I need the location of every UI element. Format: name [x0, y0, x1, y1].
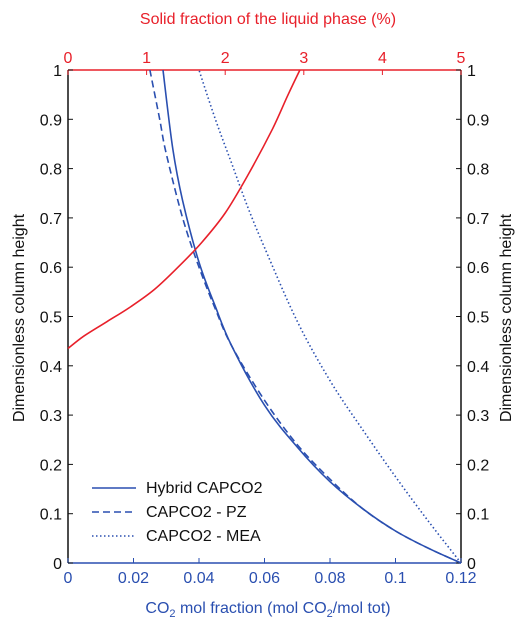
series-line-capco2-mea [198, 69, 462, 564]
bottom-tick-label: 0 [64, 570, 73, 587]
bottom-tick-label: 0.1 [384, 570, 406, 587]
legend: Hybrid CAPCO2 CAPCO2 - PZ CAPCO2 - MEA [92, 480, 263, 545]
left-tick-label: 1 [53, 63, 62, 80]
right-tick-label: 0.7 [467, 211, 489, 228]
top-tick-label: 3 [299, 50, 308, 67]
legend-label: Hybrid CAPCO2 [146, 480, 263, 497]
top-axis-ticks: 0 1 2 3 4 5 [64, 50, 466, 75]
left-tick-label: 0.9 [40, 112, 62, 129]
series-line-capco2-pz [149, 69, 462, 564]
left-tick-label: 0.4 [40, 359, 62, 376]
top-tick-label: 2 [221, 50, 230, 67]
bottom-tick-label: 0.06 [249, 570, 280, 587]
bottom-axis-title-subscript-0: 2 [169, 608, 175, 620]
right-tick-label: 0.9 [467, 112, 489, 129]
bottom-tick-label: 0.04 [183, 570, 214, 587]
bottom-axis-title: CO2 mol fraction (mol CO2/mol tot) [145, 600, 390, 620]
left-axis-ticks: 0 0.1 0.2 0.3 0.4 0.5 0.6 0.7 0.8 0.9 1 [40, 63, 73, 573]
top-axis-title: Solid fraction of the liquid phase (%) [140, 11, 396, 28]
left-tick-label: 0.6 [40, 260, 62, 277]
legend-label: CAPCO2 - PZ [146, 504, 247, 521]
bottom-tick-label: 0.02 [118, 570, 149, 587]
right-tick-label: 0.2 [467, 457, 489, 474]
left-tick-label: 0 [53, 556, 62, 573]
top-tick-label: 5 [457, 50, 466, 67]
bottom-axis-title-subscript-1: 2 [327, 608, 333, 620]
series-line-solid-fraction [67, 69, 301, 350]
left-tick-label: 0.2 [40, 457, 62, 474]
left-axis-title: Dimensionless column height [11, 213, 28, 422]
bottom-axis-ticks: 0 0.02 0.04 0.06 0.08 0.1 0.12 [64, 558, 477, 587]
right-tick-label: 0.1 [467, 507, 489, 524]
bottom-axis-title-part-2: /mol tot) [333, 600, 391, 617]
right-axis-title: Dimensionless column height [498, 213, 515, 422]
right-tick-label: 0.4 [467, 359, 489, 376]
bottom-tick-label: 0.08 [314, 570, 345, 587]
right-tick-label: 0.6 [467, 260, 489, 277]
bottom-tick-label: 0.12 [445, 570, 476, 587]
legend-label: CAPCO2 - MEA [146, 528, 261, 545]
series-layer [67, 69, 462, 564]
top-tick-label: 1 [142, 50, 151, 67]
right-tick-label: 0.5 [467, 310, 489, 327]
right-tick-label: 0 [467, 556, 476, 573]
bottom-axis-title-part-1: mol fraction (mol CO [176, 600, 327, 617]
right-axis-ticks: 0 0.1 0.2 0.3 0.4 0.5 0.6 0.7 0.8 0.9 1 [456, 63, 489, 573]
right-tick-label: 0.3 [467, 408, 489, 425]
right-tick-label: 0.8 [467, 162, 489, 179]
left-tick-label: 0.7 [40, 211, 62, 228]
left-tick-label: 0.3 [40, 408, 62, 425]
top-tick-label: 4 [378, 50, 387, 67]
top-tick-label: 0 [64, 50, 73, 67]
left-tick-label: 0.1 [40, 507, 62, 524]
left-tick-label: 0.8 [40, 162, 62, 179]
bottom-axis-title-part-0: CO [145, 600, 169, 617]
right-tick-label: 1 [467, 63, 476, 80]
left-tick-label: 0.5 [40, 310, 62, 327]
